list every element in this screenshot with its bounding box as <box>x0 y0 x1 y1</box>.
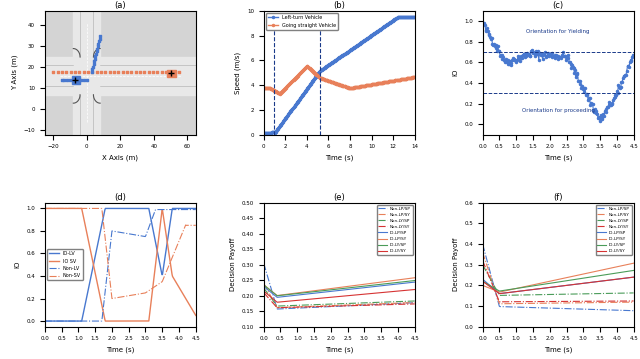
Point <box>90 56 100 62</box>
Point <box>118 69 128 75</box>
X-axis label: Time (s): Time (s) <box>544 155 572 162</box>
Y-axis label: Y Axis (m): Y Axis (m) <box>12 55 18 90</box>
Point <box>174 69 184 75</box>
Point <box>89 59 99 64</box>
Y-axis label: Decision Payoff: Decision Payoff <box>230 238 236 292</box>
Point <box>161 69 171 75</box>
Point <box>126 69 136 75</box>
Title: (c): (c) <box>552 1 564 10</box>
Legend: Non-LP/SP, Non-LP/SY, Non-LY/SP, Non-LY/SY, IO-LP/SP, IO-LP/SY, IO-LY/SP, IO-LY/: Non-LP/SP, Non-LP/SY, Non-LY/SP, Non-LY/… <box>377 205 413 255</box>
X-axis label: Time (s): Time (s) <box>106 347 134 354</box>
Legend: Non-LP/SP, Non-LP/SY, Non-LY/SP, Non-LY/SY, IO-LP/SP, IO-LP/SY, IO-LY/SP, IO-LY/: Non-LP/SP, Non-LP/SY, Non-LY/SP, Non-LY/… <box>596 205 632 255</box>
Point <box>104 69 115 75</box>
Title: (e): (e) <box>333 193 345 202</box>
Point <box>100 69 110 75</box>
Y-axis label: IO: IO <box>452 69 459 76</box>
Point <box>94 38 104 44</box>
Point <box>87 69 97 75</box>
Point <box>93 43 103 49</box>
Text: Orientation for proceeding: Orientation for proceeding <box>522 108 595 113</box>
Point <box>157 69 167 75</box>
Bar <box>72 76 80 84</box>
Point <box>65 69 76 75</box>
Point <box>135 69 145 75</box>
Point <box>70 77 81 83</box>
Point <box>52 69 63 75</box>
Y-axis label: Speed (m/s): Speed (m/s) <box>235 52 241 94</box>
Point <box>88 64 98 69</box>
Point <box>131 69 141 75</box>
Point <box>61 69 71 75</box>
Bar <box>167 70 175 77</box>
Point <box>68 77 78 83</box>
Point <box>87 66 97 72</box>
Point <box>48 69 58 75</box>
X-axis label: Time (s): Time (s) <box>325 155 353 162</box>
Point <box>95 33 105 39</box>
Point <box>152 69 163 75</box>
Point <box>165 69 175 75</box>
Point <box>143 69 154 75</box>
Title: (d): (d) <box>115 193 126 202</box>
Title: (b): (b) <box>333 1 345 10</box>
Point <box>88 61 99 67</box>
Point <box>86 69 97 75</box>
Point <box>109 69 119 75</box>
Text: Orientation for Yielding: Orientation for Yielding <box>526 29 590 34</box>
Point <box>79 77 89 83</box>
Point <box>139 69 149 75</box>
X-axis label: Time (s): Time (s) <box>544 347 572 354</box>
X-axis label: X Axis (m): X Axis (m) <box>102 155 138 162</box>
Point <box>92 69 102 75</box>
Point <box>70 69 80 75</box>
Point <box>92 46 102 52</box>
Y-axis label: Decision Payoff: Decision Payoff <box>452 238 459 292</box>
Point <box>62 77 72 83</box>
Point <box>76 77 86 83</box>
Title: (f): (f) <box>554 193 563 202</box>
Point <box>96 69 106 75</box>
Y-axis label: IO: IO <box>15 261 20 269</box>
Point <box>83 69 93 75</box>
Point <box>90 53 100 59</box>
Point <box>91 51 101 57</box>
Point <box>122 69 132 75</box>
Point <box>95 36 105 41</box>
Point <box>65 77 75 83</box>
Point <box>93 41 104 46</box>
Point <box>79 69 89 75</box>
Point <box>57 69 67 75</box>
X-axis label: Time (s): Time (s) <box>325 347 353 354</box>
Point <box>170 69 180 75</box>
Legend: Left-turn Vehicle, Going straight Vehicle: Left-turn Vehicle, Going straight Vehicl… <box>266 13 338 29</box>
Point <box>60 77 70 83</box>
Point <box>148 69 158 75</box>
Title: (a): (a) <box>115 1 126 10</box>
Point <box>73 77 83 83</box>
Point <box>113 69 124 75</box>
Point <box>82 77 92 83</box>
Point <box>56 77 67 83</box>
Legend: IO-LV, IO SV, Non-LV, Non-SV: IO-LV, IO SV, Non-LV, Non-SV <box>47 249 83 280</box>
Point <box>74 69 84 75</box>
Point <box>92 48 102 54</box>
